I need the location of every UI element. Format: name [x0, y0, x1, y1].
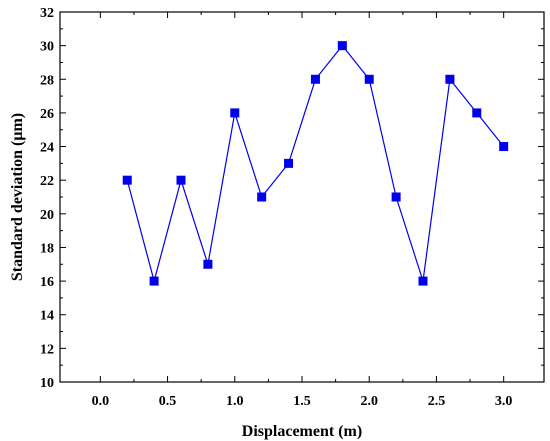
y-tick-label: 32 [40, 6, 54, 21]
data-point-marker [364, 74, 374, 84]
y-tick-label: 12 [40, 342, 54, 357]
data-point-marker [257, 192, 267, 202]
y-tick-label: 18 [40, 241, 54, 256]
y-tick-label: 14 [40, 309, 54, 324]
x-tick-label: 3.0 [495, 394, 513, 409]
y-axis-title: Standard deviation (μm) [9, 113, 26, 281]
data-point-marker [230, 108, 240, 118]
y-tick-label: 20 [40, 208, 54, 223]
x-axis-title: Displacement (m) [242, 423, 362, 440]
x-tick-label: 0.0 [92, 394, 110, 409]
x-tick-label: 2.0 [360, 394, 378, 409]
axis-ticks [60, 11, 544, 383]
y-tick-label: 10 [40, 376, 54, 391]
data-point-marker [472, 108, 482, 118]
data-point-marker [203, 259, 213, 269]
x-tick-labels: 0.0 0.5 1.0 1.5 2.0 2.5 3.0 [92, 394, 513, 409]
data-point-marker [149, 276, 159, 286]
data-point-marker [499, 142, 509, 152]
y-tick-label: 16 [40, 275, 54, 290]
y-tick-label: 30 [40, 40, 54, 55]
y-tick-labels: 10 12 14 16 18 20 22 24 26 28 30 32 [40, 6, 54, 391]
data-markers [122, 41, 509, 286]
x-tick-label: 0.5 [159, 394, 177, 409]
data-point-marker [391, 192, 401, 202]
data-point-marker [122, 175, 132, 185]
x-tick-label: 1.5 [293, 394, 311, 409]
y-tick-label: 26 [40, 107, 54, 122]
data-point-marker [284, 158, 294, 168]
data-point-marker [337, 41, 347, 51]
data-point-marker [310, 74, 320, 84]
x-tick-label: 2.5 [428, 394, 446, 409]
plot-frame [59, 11, 545, 383]
data-point-marker [176, 175, 186, 185]
x-tick-label: 1.0 [226, 394, 244, 409]
y-tick-label: 22 [40, 174, 54, 189]
data-point-marker [445, 74, 455, 84]
y-tick-label: 24 [40, 141, 54, 156]
y-tick-label: 28 [40, 73, 54, 88]
data-point-marker [418, 276, 428, 286]
